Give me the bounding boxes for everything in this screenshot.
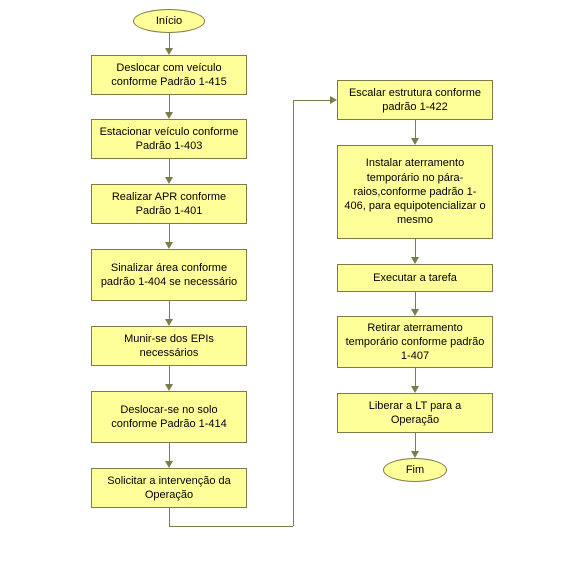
node-label: Deslocar com veículo conforme Padrão 1-4… — [98, 61, 240, 90]
node-label: Liberar a LT para a Operação — [344, 399, 486, 428]
node-end: Fim — [383, 458, 447, 482]
node-p2: Estacionar veículo conforme Padrão 1-403 — [91, 119, 247, 159]
node-p1: Deslocar com veículo conforme Padrão 1-4… — [91, 55, 247, 95]
arrow-head — [165, 319, 173, 326]
node-label: Estacionar veículo conforme Padrão 1-403 — [98, 125, 240, 154]
connector-segment — [169, 526, 293, 527]
connector-segment — [293, 100, 294, 526]
arrow-head — [165, 112, 173, 119]
node-p5: Munir-se dos EPIs necessários — [91, 326, 247, 366]
connector-segment — [293, 100, 335, 101]
arrow-head — [411, 257, 419, 264]
arrow-head — [411, 138, 419, 145]
arrow-head — [165, 384, 173, 391]
arrow-head — [411, 386, 419, 393]
arrow-head — [330, 96, 337, 104]
node-label: Deslocar-se no solo conforme Padrão 1-41… — [98, 403, 240, 432]
arrow-head — [165, 461, 173, 468]
connector-segment — [169, 508, 170, 526]
node-p4: Sinalizar área conforme padrão 1-404 se … — [91, 249, 247, 301]
node-start: Início — [133, 9, 205, 33]
node-label: Solicitar a intervenção da Operação — [98, 474, 240, 503]
node-label: Munir-se dos EPIs necessários — [98, 332, 240, 361]
arrow-head — [411, 309, 419, 316]
node-label: Retirar aterramento temporário conforme … — [344, 321, 486, 364]
arrow-head — [165, 48, 173, 55]
node-p11: Retirar aterramento temporário conforme … — [337, 316, 493, 368]
node-label: Executar a tarefa — [373, 271, 457, 285]
node-label: Início — [156, 15, 182, 27]
arrow-head — [165, 177, 173, 184]
arrow-head — [411, 451, 419, 458]
node-label: Realizar APR conforme Padrão 1-401 — [98, 190, 240, 219]
arrow-head — [165, 242, 173, 249]
node-p7: Solicitar a intervenção da Operação — [91, 468, 247, 508]
node-p10: Executar a tarefa — [337, 264, 493, 292]
node-label: Sinalizar área conforme padrão 1-404 se … — [98, 261, 240, 290]
node-p12: Liberar a LT para a Operação — [337, 393, 493, 433]
node-p8: Escalar estrutura conforme padrão 1-422 — [337, 80, 493, 120]
node-label: Instalar aterramento temporário no pára-… — [344, 156, 486, 227]
node-p9: Instalar aterramento temporário no pára-… — [337, 145, 493, 239]
node-label: Fim — [406, 464, 424, 476]
node-p3: Realizar APR conforme Padrão 1-401 — [91, 184, 247, 224]
node-label: Escalar estrutura conforme padrão 1-422 — [344, 86, 486, 115]
node-p6: Deslocar-se no solo conforme Padrão 1-41… — [91, 391, 247, 443]
